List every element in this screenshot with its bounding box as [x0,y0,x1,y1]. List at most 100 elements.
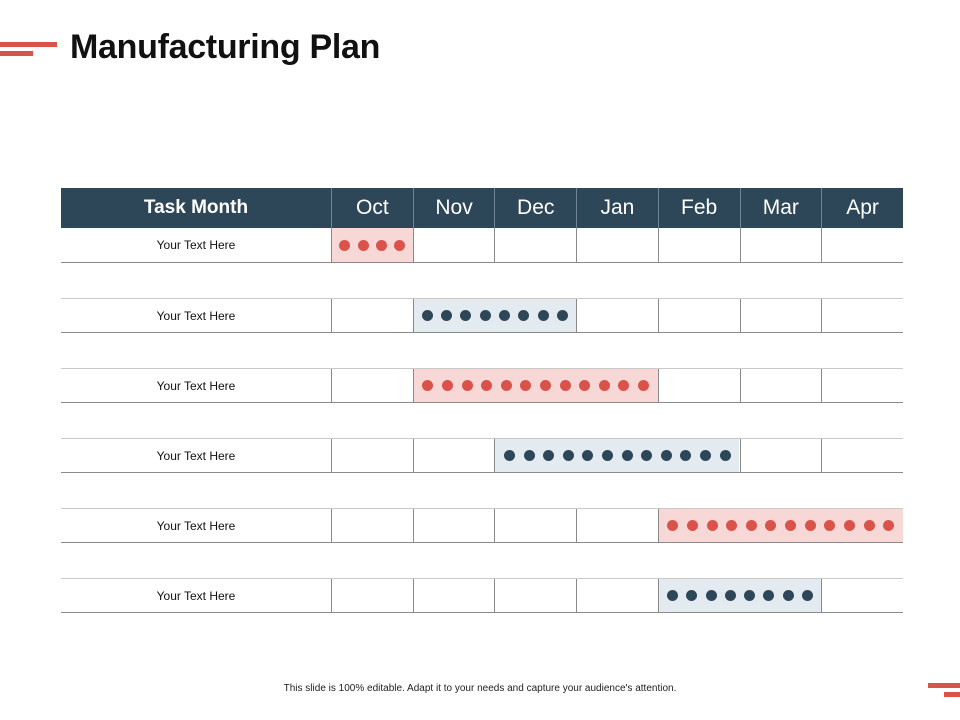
accent-bar-bottom-right-short [944,692,960,697]
task-row: Your Text Here [61,368,903,403]
task-bar [412,369,658,402]
progress-dot [460,310,472,321]
progress-dot [801,590,813,601]
progress-dot [562,450,574,461]
progress-dot [680,450,692,461]
progress-dot [883,520,895,531]
month-header-mar: Mar [739,188,822,228]
spacer-row [61,543,903,578]
progress-dot [421,310,433,321]
progress-dot [481,380,493,391]
task-bar [657,579,822,612]
month-cell-mar [739,299,822,332]
progress-dot [461,380,473,391]
progress-dot [785,520,797,531]
progress-dot [621,450,633,461]
task-label[interactable]: Your Text Here [156,238,236,252]
accent-bar-top-left-short [0,51,33,56]
task-label[interactable]: Your Text Here [156,518,236,533]
month-cell-apr [821,579,903,612]
progress-dot [537,310,549,321]
month-cell-nov [412,439,495,472]
progress-dot [518,310,530,321]
spacer-row [61,263,903,298]
spacer-row [61,333,903,368]
month-cell-jan [576,299,658,332]
task-row: Your Text Here [61,228,903,263]
progress-dot [441,380,453,391]
month-cell-oct [331,299,413,332]
spacer-row [61,403,903,438]
progress-dot [618,380,630,391]
progress-dot [479,310,491,321]
progress-dot [523,450,535,461]
gantt-header-row: Task Month Oct Nov Dec Jan Feb Mar Apr [61,188,903,228]
month-cell-dec [494,509,576,542]
task-row: Your Text Here [61,438,903,473]
accent-bar-top-left [0,42,57,47]
progress-dot [339,239,351,251]
progress-dot [686,590,698,601]
month-header-apr: Apr [821,188,903,228]
progress-dot [804,520,816,531]
month-cell-oct [331,439,413,472]
progress-dot [638,380,649,391]
progress-dot [539,380,551,391]
month-cell-jan [576,228,658,262]
month-cell-feb [657,369,740,402]
progress-dot [763,590,775,601]
progress-dot [724,590,736,601]
task-row: Your Text Here [61,578,903,613]
task-label[interactable]: Your Text Here [156,588,236,603]
progress-dot [504,450,515,461]
progress-dot [394,239,406,251]
month-header-oct: Oct [331,188,413,228]
month-header-dec: Dec [494,188,576,228]
progress-dot [744,590,756,601]
month-cell-jan [576,579,658,612]
month-cell-jan [576,509,658,542]
progress-dot [706,520,718,531]
month-header-jan: Jan [576,188,658,228]
month-cell-mar [739,228,822,262]
progress-dot [500,380,512,391]
month-cell-apr [821,369,903,402]
month-cell-nov [412,228,495,262]
progress-dot [824,520,836,531]
progress-dot [579,380,591,391]
task-label[interactable]: Your Text Here [156,448,236,463]
task-bar [494,439,740,472]
progress-dot [843,520,855,531]
month-cell-oct [331,579,413,612]
progress-dot [375,239,387,251]
progress-dot [357,239,369,251]
page-title: Manufacturing Plan [70,28,381,66]
task-row: Your Text Here [61,298,903,333]
month-cell-apr [821,439,903,472]
progress-dot [582,450,594,461]
task-label[interactable]: Your Text Here [156,308,236,323]
month-cell-oct [331,369,413,402]
progress-dot [745,520,757,531]
progress-dot [598,380,610,391]
month-cell-nov [412,579,495,612]
month-cell-dec [494,228,576,262]
task-bar [331,228,413,262]
month-cell-feb [657,228,740,262]
progress-dot [687,520,699,531]
progress-dot [520,380,532,391]
gantt-chart: Task Month Oct Nov Dec Jan Feb Mar Apr Your Te… [61,188,903,613]
month-header-feb: Feb [657,188,740,228]
task-bar [412,299,577,332]
progress-dot [660,450,672,461]
progress-dot [705,590,717,601]
progress-dot [667,520,679,531]
progress-dot [559,380,571,391]
month-cell-apr [821,299,903,332]
progress-dot [556,310,568,321]
progress-dot [765,520,777,531]
progress-dot [422,380,434,391]
task-label[interactable]: Your Text Here [156,378,236,393]
month-cell-mar [739,369,822,402]
task-bar [657,509,903,542]
